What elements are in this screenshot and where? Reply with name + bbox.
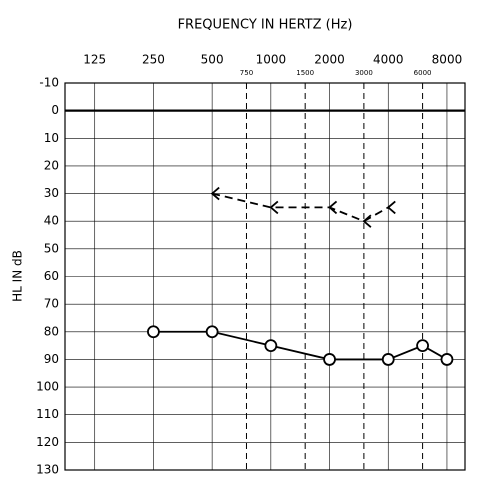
x-tick-label: 500 <box>201 53 224 67</box>
y-tick-label: 40 <box>44 214 59 228</box>
data-point <box>440 353 454 366</box>
y-tick-label: 20 <box>44 158 59 172</box>
y-tick-label: 100 <box>36 380 59 394</box>
y-tick-label: 60 <box>44 269 59 283</box>
data-point <box>386 200 396 215</box>
data-point <box>381 353 395 366</box>
x-minor-tick-label: 6000 <box>414 69 432 77</box>
x-tick-label: 4000 <box>373 53 404 67</box>
y-tick-label: 50 <box>44 241 59 255</box>
y-tick-label: -10 <box>39 76 59 90</box>
data-point <box>328 200 338 215</box>
x-tick-label: 8000 <box>432 53 463 67</box>
x-minor-tick-label: 1500 <box>296 69 314 77</box>
y-tick-label: 70 <box>44 297 59 311</box>
data-point <box>269 200 279 215</box>
data-point <box>205 325 219 339</box>
y-tick-label: 90 <box>44 352 59 366</box>
data-point <box>147 325 160 339</box>
y-tick-label: 130 <box>36 463 59 477</box>
chart-title: FREQUENCY IN HERTZ (Hz) <box>178 18 353 33</box>
x-tick-label: 250 <box>142 53 165 67</box>
y-tick-label: 30 <box>44 186 59 200</box>
x-minor-tick-label: 3000 <box>355 69 373 77</box>
data-point <box>210 186 220 201</box>
data-point <box>416 339 429 353</box>
series-line <box>211 192 389 223</box>
y-tick-label: 120 <box>36 435 59 449</box>
data-point <box>264 339 278 353</box>
x-tick-label: 125 <box>83 53 106 67</box>
y-tick-label: 10 <box>44 131 59 145</box>
data-point <box>323 353 336 366</box>
y-tick-label: 80 <box>44 324 59 338</box>
x-tick-label: 2000 <box>314 53 345 67</box>
y-tick-label: 0 <box>51 103 59 117</box>
x-minor-tick-label: 750 <box>240 69 253 77</box>
x-tick-label: 1000 <box>256 53 287 67</box>
series-line <box>153 330 448 361</box>
data-point <box>362 214 372 228</box>
y-axis-label: HL IN dB <box>11 250 25 302</box>
y-tick-label: 110 <box>36 407 59 421</box>
